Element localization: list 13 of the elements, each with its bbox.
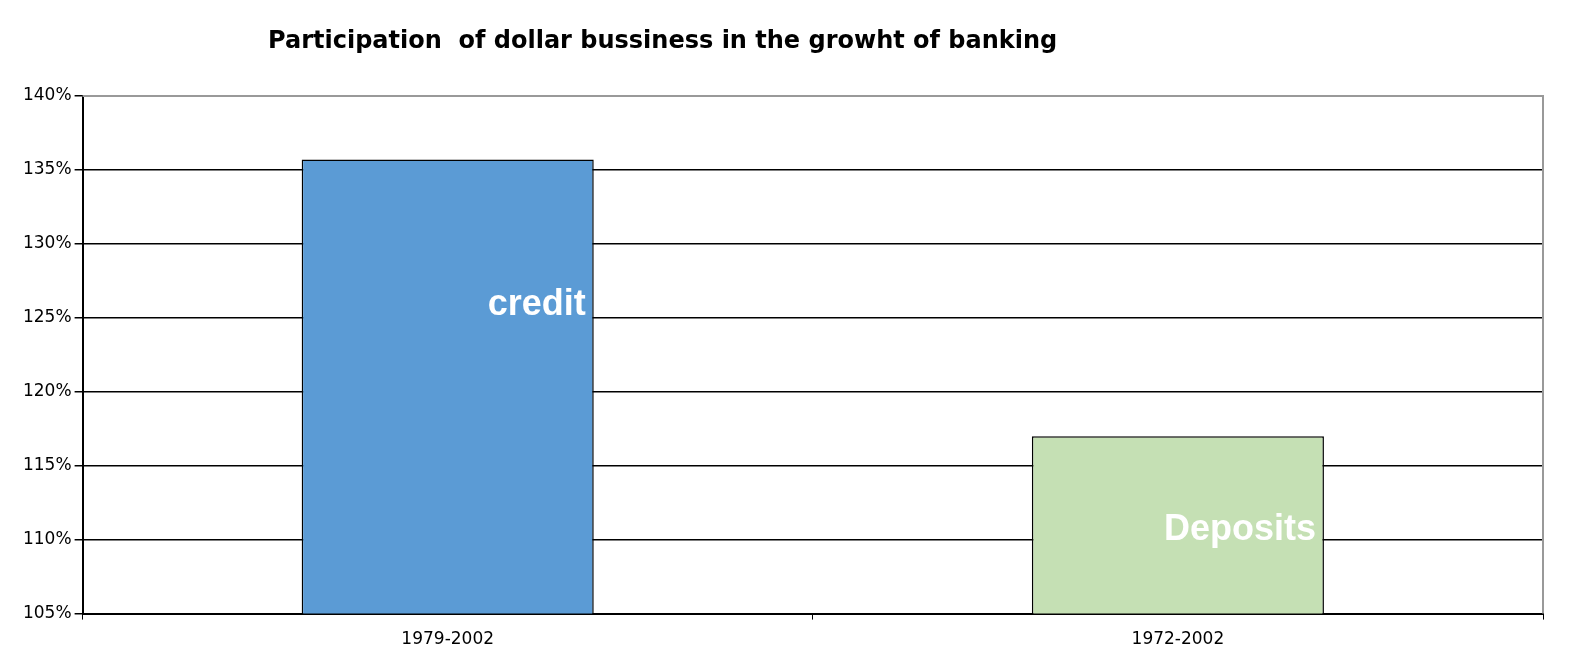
y-tick-label: 105%	[22, 602, 72, 623]
y-tick-label: 125%	[22, 306, 72, 327]
annotation: Deposits	[1163, 507, 1316, 549]
chart-title: Participation of dollar bussiness in the growht of banking	[268, 26, 1058, 55]
y-tick-label: 140%	[22, 84, 72, 105]
x-tick-label: 1972-2002	[1131, 628, 1225, 649]
y-tick-label: 135%	[22, 158, 72, 179]
y-tick-label: 115%	[22, 454, 72, 475]
y-tick-label: 130%	[22, 232, 72, 253]
y-tick-label: 110%	[22, 528, 72, 549]
x-tick-label: 1979-2002	[401, 628, 495, 649]
annotation: credit	[487, 281, 586, 323]
y-tick-label: 120%	[22, 380, 72, 401]
